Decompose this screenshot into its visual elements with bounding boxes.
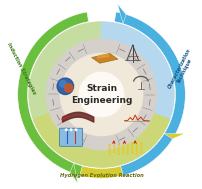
Circle shape xyxy=(135,144,137,146)
Polygon shape xyxy=(117,4,125,24)
Polygon shape xyxy=(163,133,184,139)
Circle shape xyxy=(122,146,124,147)
Wedge shape xyxy=(33,94,169,167)
Circle shape xyxy=(117,144,119,146)
Circle shape xyxy=(135,153,137,155)
Circle shape xyxy=(117,147,119,149)
Circle shape xyxy=(131,143,133,145)
Circle shape xyxy=(131,151,133,153)
Polygon shape xyxy=(25,126,177,178)
Circle shape xyxy=(59,81,66,87)
Circle shape xyxy=(46,40,156,149)
Circle shape xyxy=(140,148,142,150)
Circle shape xyxy=(126,147,128,149)
Circle shape xyxy=(122,143,124,145)
Circle shape xyxy=(108,147,110,149)
Circle shape xyxy=(140,143,142,145)
Circle shape xyxy=(74,129,77,131)
Circle shape xyxy=(65,129,67,131)
Circle shape xyxy=(140,151,142,153)
Circle shape xyxy=(131,148,133,150)
Circle shape xyxy=(108,150,110,152)
Circle shape xyxy=(113,148,115,150)
Circle shape xyxy=(113,146,115,147)
Polygon shape xyxy=(91,53,117,63)
Circle shape xyxy=(64,84,72,92)
Circle shape xyxy=(29,22,173,167)
Circle shape xyxy=(126,144,128,146)
Circle shape xyxy=(140,146,142,147)
FancyBboxPatch shape xyxy=(59,128,82,146)
Text: Strain
Engineering: Strain Engineering xyxy=(70,84,132,105)
Polygon shape xyxy=(114,12,184,175)
Circle shape xyxy=(135,147,137,149)
Circle shape xyxy=(79,72,123,117)
Text: Hydrogen Evolution Reaction: Hydrogen Evolution Reaction xyxy=(59,173,143,177)
Text: Induction Strategies: Induction Strategies xyxy=(6,41,36,95)
Polygon shape xyxy=(70,163,77,183)
Circle shape xyxy=(113,143,115,145)
Circle shape xyxy=(60,53,142,136)
Wedge shape xyxy=(101,22,173,167)
Circle shape xyxy=(113,151,115,153)
Circle shape xyxy=(131,146,133,147)
Circle shape xyxy=(108,153,110,155)
Text: Characterization
Technique: Characterization Technique xyxy=(166,47,196,92)
Circle shape xyxy=(122,148,124,150)
Circle shape xyxy=(117,153,119,155)
Wedge shape xyxy=(29,22,101,167)
Circle shape xyxy=(126,153,128,155)
Circle shape xyxy=(108,144,110,146)
Polygon shape xyxy=(18,12,88,175)
Circle shape xyxy=(57,78,73,94)
Circle shape xyxy=(117,150,119,152)
Circle shape xyxy=(69,129,72,131)
Circle shape xyxy=(126,150,128,152)
Circle shape xyxy=(135,150,137,152)
Circle shape xyxy=(122,151,124,153)
